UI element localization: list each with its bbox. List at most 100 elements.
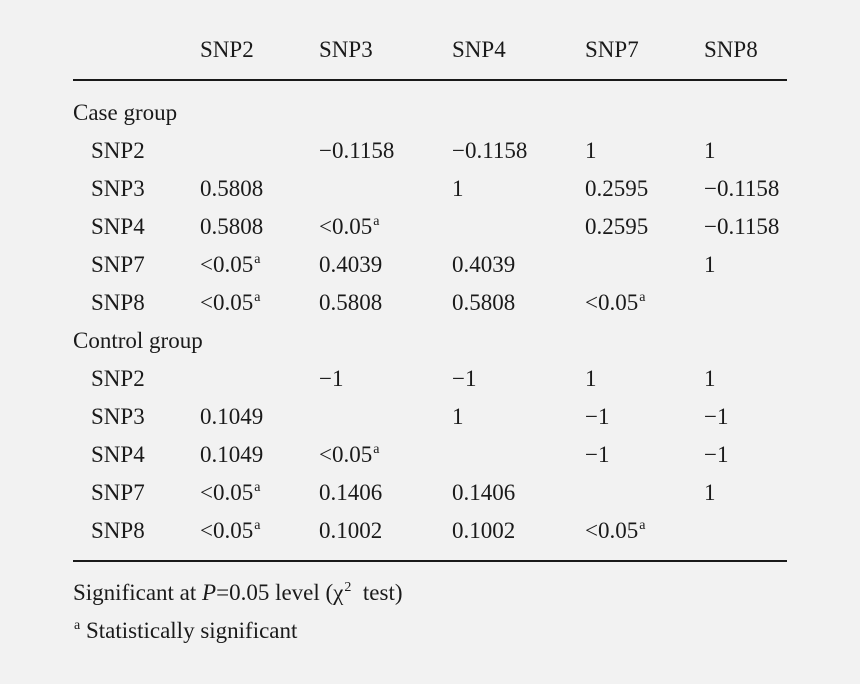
column-header: SNP7 (585, 37, 639, 62)
cell-value: <0.05 (200, 480, 254, 505)
cell-value: −1 (704, 442, 729, 467)
cell-value: <0.05 (200, 252, 254, 277)
footnote-a-marker: a (74, 618, 81, 633)
significance-marker: a (373, 442, 380, 457)
cell-value: −1 (319, 366, 344, 391)
significance-marker: a (254, 480, 261, 495)
group-label: Control group (73, 328, 203, 353)
table-cell: 0.1002 (452, 517, 515, 545)
cell-value: 1 (704, 138, 716, 163)
row-label: SNP7 (91, 252, 145, 277)
cell-value: <0.05 (319, 442, 373, 467)
cell-value: <0.05 (585, 290, 639, 315)
table-cell: −1 (585, 441, 609, 469)
bottom-rule (73, 560, 787, 562)
table-cell: 0.5808 (200, 213, 263, 241)
table-cell: −1 (704, 403, 728, 431)
cell-value: 1 (452, 404, 464, 429)
table-cell: −1 (585, 403, 609, 431)
table-cell: <0.05a (319, 441, 379, 473)
cell-value: −1 (452, 366, 477, 391)
cell-value: <0.05 (319, 214, 373, 239)
table-cell: 0.1049 (200, 441, 263, 469)
table-cell: −0.1158 (704, 213, 779, 241)
cell-value: −0.1158 (704, 214, 780, 239)
cell-value: 0.5808 (452, 290, 516, 315)
table-cell: −1 (452, 365, 476, 393)
cell-value: 0.1049 (200, 404, 264, 429)
top-rule (73, 79, 787, 81)
table-cell: 1 (452, 403, 464, 431)
table-cell: <0.05a (200, 479, 260, 511)
cell-value: 0.1002 (319, 518, 383, 543)
cell-value: 1 (704, 480, 716, 505)
cell-value: 0.2595 (585, 176, 649, 201)
cell-value: −1 (585, 442, 610, 467)
column-header: SNP2 (200, 37, 254, 62)
row-label: SNP7 (91, 480, 145, 505)
table-cell: <0.05a (200, 251, 260, 283)
column-header: SNP8 (704, 37, 758, 62)
cell-value: 0.5808 (200, 214, 264, 239)
table-cell: 0.1002 (319, 517, 382, 545)
cell-value: −1 (585, 404, 610, 429)
row-label: SNP3 (91, 404, 145, 429)
table-cell: 1 (704, 365, 716, 393)
cell-value: −1 (704, 404, 729, 429)
table-cell: 0.4039 (319, 251, 382, 279)
significance-marker: a (254, 252, 261, 267)
row-label: SNP8 (91, 290, 145, 315)
row-label: SNP4 (91, 214, 145, 239)
footnote-mid: =0.05 level (χ (216, 580, 344, 605)
significance-marker: a (639, 518, 646, 533)
table-cell: −1 (704, 441, 728, 469)
footnote-p: P (202, 580, 217, 605)
cell-value: 0.4039 (319, 252, 383, 277)
footnote-a-text: Statistically significant (80, 618, 298, 643)
table-cell: 0.1406 (319, 479, 382, 507)
table-cell: 1 (585, 137, 597, 165)
table-cell: 0.2595 (585, 175, 648, 203)
table-cell: <0.05a (585, 517, 645, 549)
table-cell: 1 (452, 175, 464, 203)
table-cell: 0.5808 (319, 289, 382, 317)
cell-value: 0.1049 (200, 442, 264, 467)
column-header: SNP3 (319, 37, 373, 62)
cell-value: −0.1158 (452, 138, 528, 163)
table-cell: <0.05a (319, 213, 379, 245)
cell-value: 1 (452, 176, 464, 201)
cell-value: −0.1158 (704, 176, 780, 201)
row-label: SNP2 (91, 366, 145, 391)
table-cell: −0.1158 (319, 137, 394, 165)
row-label: SNP2 (91, 138, 145, 163)
table-cell: 1 (585, 365, 597, 393)
cell-value: 0.1406 (452, 480, 516, 505)
table-cell: −1 (319, 365, 343, 393)
cell-value: 1 (585, 138, 597, 163)
significance-marker: a (639, 290, 646, 305)
table-cell: 1 (704, 251, 716, 279)
cell-value: 0.1002 (452, 518, 516, 543)
column-header: SNP4 (452, 37, 506, 62)
footnote-significance: Significant at P=0.05 level (χ2 test) (73, 579, 403, 611)
table-cell: 0.2595 (585, 213, 648, 241)
cell-value: 0.5808 (200, 176, 264, 201)
cell-value: −0.1158 (319, 138, 395, 163)
table-cell: 0.5808 (452, 289, 515, 317)
table-cell: 0.4039 (452, 251, 515, 279)
cell-value: <0.05 (200, 290, 254, 315)
table-cell: 1 (704, 137, 716, 165)
significance-marker: a (254, 518, 261, 533)
table-cell: 0.1049 (200, 403, 263, 431)
table-cell: 0.5808 (200, 175, 263, 203)
table-cell: <0.05a (200, 289, 260, 321)
group-label: Case group (73, 100, 178, 125)
cell-value: 0.1406 (319, 480, 383, 505)
cell-value: 1 (585, 366, 597, 391)
cell-value: 0.4039 (452, 252, 516, 277)
table-cell: <0.05a (200, 517, 260, 549)
significance-marker: a (254, 290, 261, 305)
footnote-prefix: Significant at (73, 580, 203, 605)
cell-value: 0.2595 (585, 214, 649, 239)
